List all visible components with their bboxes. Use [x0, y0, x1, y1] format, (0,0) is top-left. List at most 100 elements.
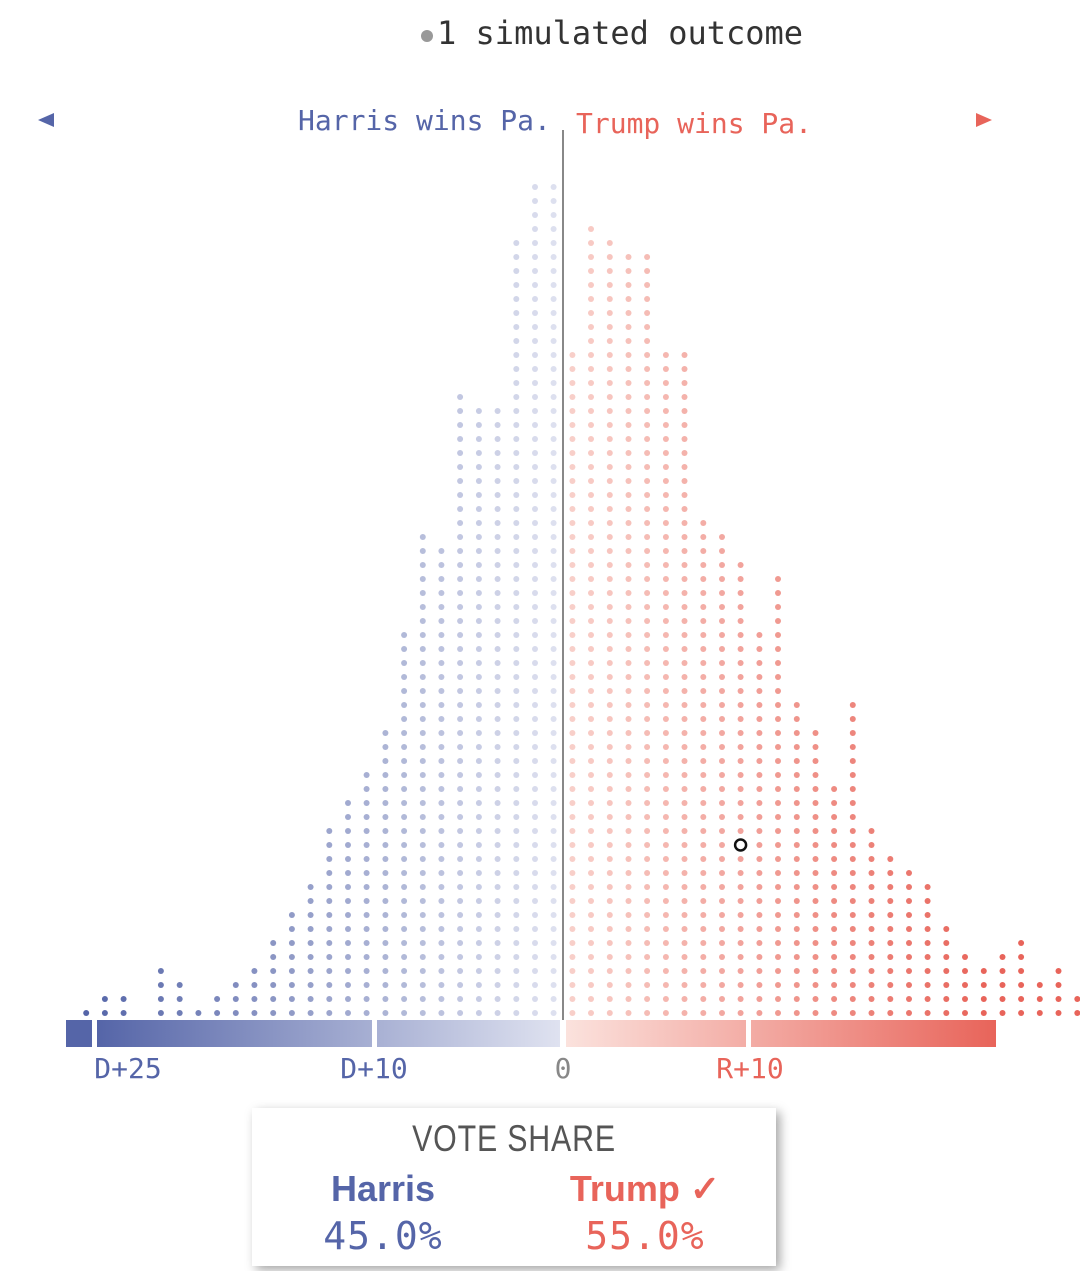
- highlighted-outcome-marker[interactable]: [733, 838, 748, 852]
- simulation-dot: [681, 366, 688, 372]
- simulation-dot: [775, 996, 781, 1002]
- simulation-dot: [625, 702, 632, 708]
- simulation-dot: [288, 1010, 295, 1016]
- simulation-dot: [662, 688, 669, 694]
- simulation-dot: [513, 366, 520, 372]
- simulation-dot: [700, 982, 707, 988]
- simulation-dot: [999, 1010, 1006, 1016]
- legend: 1 simulated outcome: [421, 14, 803, 52]
- simulation-dot: [513, 996, 520, 1002]
- simulation-dot: [457, 646, 464, 652]
- simulation-dot: [513, 604, 520, 610]
- simulation-dot: [532, 772, 538, 778]
- simulation-dot: [550, 310, 557, 316]
- simulation-dot: [756, 996, 763, 1002]
- simulation-dot: [849, 842, 856, 848]
- simulation-dot: [401, 912, 408, 918]
- simulation-dot: [700, 534, 707, 540]
- simulation-dot: [214, 996, 221, 1002]
- simulation-dot: [475, 576, 482, 582]
- simulation-dot: [644, 366, 651, 372]
- simulation-dot: [606, 856, 613, 862]
- simulation-dot: [438, 828, 445, 834]
- simulation-dot: [625, 758, 632, 764]
- simulation-dot: [625, 408, 632, 414]
- simulation-dot: [438, 716, 445, 722]
- simulation-dot: [588, 772, 594, 778]
- simulation-dot: [962, 996, 968, 1002]
- simulation-dot: [513, 590, 520, 596]
- simulation-dot: [681, 380, 688, 386]
- simulation-dot: [887, 1010, 894, 1016]
- simulation-dot: [775, 744, 781, 750]
- simulation-dot: [457, 758, 464, 764]
- simulation-dot: [849, 758, 856, 764]
- simulation-dot: [662, 898, 669, 904]
- simulation-dot: [756, 926, 763, 932]
- simulation-dot: [532, 576, 538, 582]
- simulation-dot: [644, 394, 651, 400]
- simulation-dot: [494, 674, 501, 680]
- simulation-dot: [550, 436, 557, 442]
- simulation-dot: [494, 940, 501, 946]
- simulation-dot: [625, 884, 632, 890]
- simulation-dot: [438, 730, 445, 736]
- simulation-dot: [681, 534, 688, 540]
- trump-share: Trump ✓ 55.0%: [514, 1168, 776, 1258]
- simulation-dot: [513, 940, 520, 946]
- simulation-dot: [532, 212, 538, 218]
- simulation-dot: [719, 940, 725, 946]
- simulation-dot: [419, 982, 426, 988]
- simulation-dot: [532, 268, 538, 274]
- simulation-dot: [550, 492, 557, 498]
- simulation-dot: [644, 520, 651, 526]
- simulation-dot: [513, 548, 520, 554]
- simulation-dot: [700, 688, 707, 694]
- simulation-dot: [606, 282, 613, 288]
- simulation-dot: [157, 1010, 164, 1016]
- simulation-dot: [307, 954, 314, 960]
- simulation-dot: [812, 772, 819, 778]
- simulation-dot: [644, 660, 651, 666]
- simulation-dot: [662, 758, 669, 764]
- simulation-dot: [700, 954, 707, 960]
- simulation-dot: [457, 618, 464, 624]
- simulation-dot: [681, 506, 688, 512]
- simulation-dot: [775, 954, 781, 960]
- simulation-dot: [588, 478, 594, 484]
- simulation-dot: [438, 758, 445, 764]
- simulation-dot: [606, 688, 613, 694]
- simulation-dot: [532, 758, 538, 764]
- simulation-dot: [588, 842, 594, 848]
- simulation-dot: [681, 968, 688, 974]
- simulation-dot: [681, 548, 688, 554]
- simulation-dot: [700, 842, 707, 848]
- simulation-dot: [606, 366, 613, 372]
- simulation-dot: [831, 786, 838, 792]
- simulation-dot: [644, 688, 651, 694]
- simulation-dot: [662, 660, 669, 666]
- simulation-dot: [550, 450, 557, 456]
- x-axis-ticks: D+25 D+10 0 R+10: [94, 1052, 783, 1085]
- simulation-dot: [494, 590, 501, 596]
- simulation-dot: [419, 800, 426, 806]
- simulation-dot: [719, 982, 725, 988]
- simulation-dot: [550, 968, 557, 974]
- simulation-dot: [569, 688, 576, 694]
- simulation-dot: [588, 310, 594, 316]
- simulation-dot: [494, 870, 501, 876]
- simulation-dot: [569, 870, 576, 876]
- simulation-dot: [793, 744, 800, 750]
- simulation-dot: [775, 618, 781, 624]
- simulation-dot: [532, 310, 538, 316]
- simulation-dot: [681, 646, 688, 652]
- simulation-dot: [756, 730, 763, 736]
- simulation-dot: [812, 786, 819, 792]
- simulation-dot: [363, 842, 370, 848]
- simulation-dot: [737, 590, 744, 596]
- harris-wins-label: Harris wins Pa.: [298, 104, 551, 137]
- simulation-dot: [831, 856, 838, 862]
- simulation-dot: [849, 800, 856, 806]
- simulation-dot: [625, 646, 632, 652]
- simulation-dot: [775, 982, 781, 988]
